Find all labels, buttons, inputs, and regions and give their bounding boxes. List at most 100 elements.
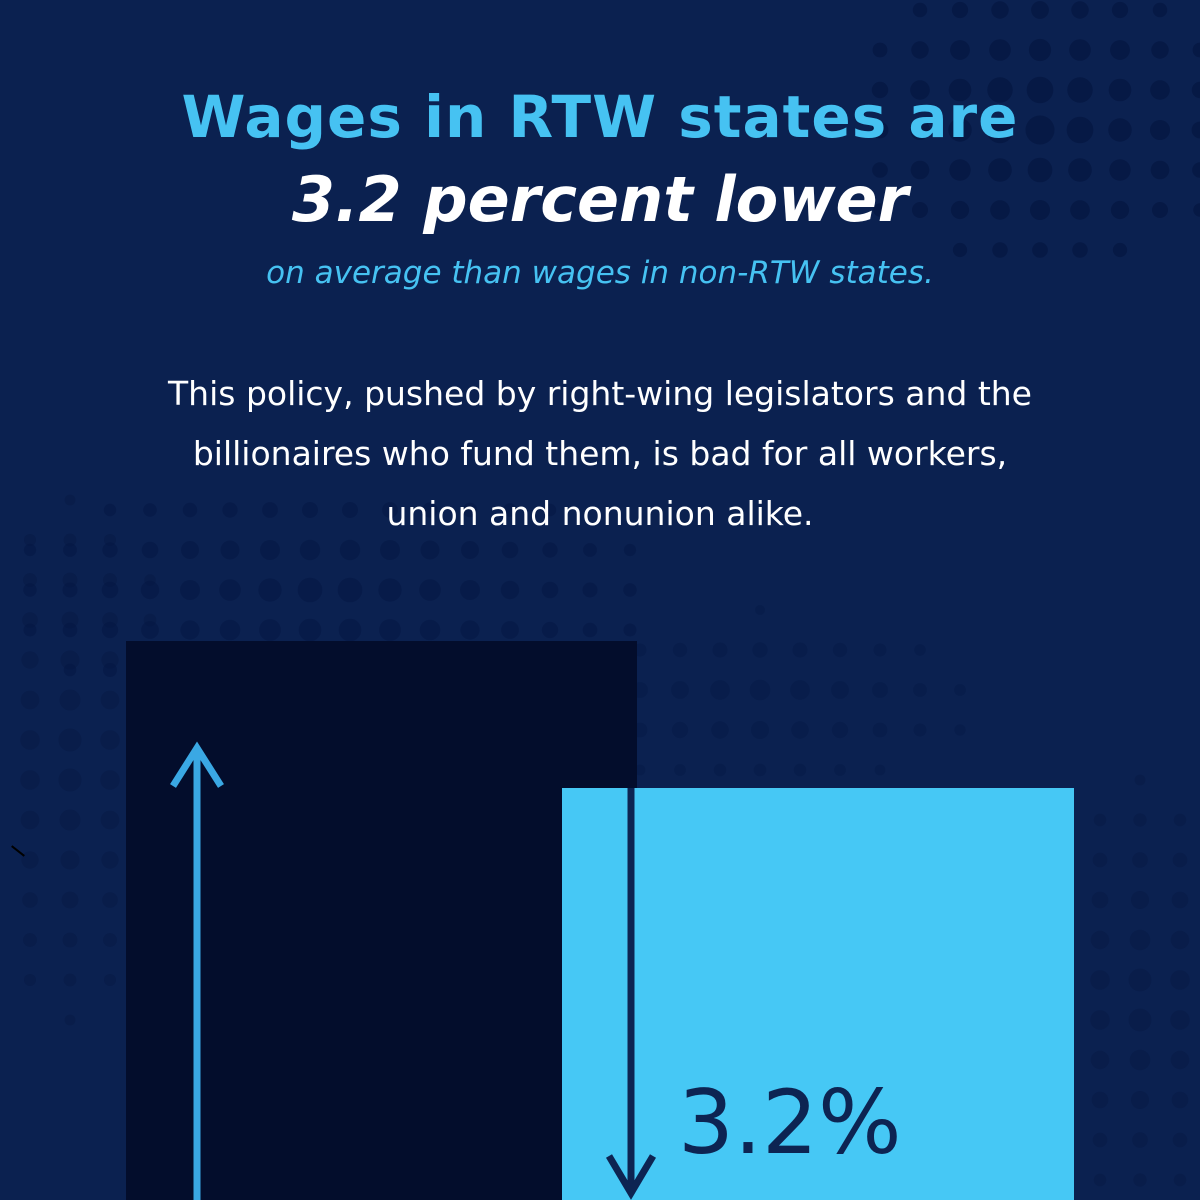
background-dot [103,573,117,587]
background-dot [954,724,966,736]
background-dot [1150,160,1170,180]
background-dot [21,851,39,869]
background-dot [20,770,40,790]
background-dot [104,974,116,986]
background-dot [874,764,886,776]
background-dot [1172,852,1188,868]
background-dot [63,533,77,547]
background-dot [220,540,240,560]
background-dot [1110,40,1130,60]
background-dot [914,644,926,656]
background-dot [103,663,117,677]
background-dot [299,539,321,561]
background-dot [954,684,966,696]
background-dot [948,78,972,102]
background-dot [258,578,282,602]
background-dot [58,768,82,792]
background-dot [1134,774,1146,786]
background-dot [911,41,929,59]
background-dot [1071,1,1089,19]
background-dot [419,579,441,601]
background-dot [910,80,930,100]
background-dot [144,574,156,586]
background-dot [1028,38,1052,62]
background-dot [1150,120,1170,140]
background-dot [501,541,519,559]
background-dot [259,619,281,641]
background-dot [1152,2,1168,18]
background-dot [1112,242,1128,258]
background-dot [101,621,119,639]
background-dot [501,621,519,639]
background-dot [24,974,36,986]
background-dot [832,642,848,658]
background-dot [873,203,887,217]
background-dot [460,620,480,640]
background-dot [1171,1091,1189,1109]
background-dot [61,611,79,629]
subheadline: on average than wages in non-RTW states. [266,255,934,291]
background-dot [583,543,597,557]
background-dot [753,763,767,777]
background-dot [460,580,480,600]
background-dot [1108,78,1132,102]
background-dot [101,851,119,869]
arrow-down-icon [605,788,657,1200]
background-dot [990,200,1010,220]
arrow-up-icon [170,741,224,1200]
background-dot [503,503,517,517]
background-dot [62,932,78,948]
background-dot [1170,1010,1190,1030]
background-dot [1152,202,1168,218]
background-dot [1128,1008,1152,1032]
background-dot [912,2,928,18]
background-dot [1170,970,1190,990]
background-dot [1131,891,1149,909]
background-dot [20,730,40,750]
background-dot [872,162,888,178]
background-dot [987,77,1013,103]
background-dot [1093,813,1107,827]
background-dot [1030,200,1050,220]
background-dot [500,580,520,600]
background-dot [1192,162,1200,178]
body-line-2: billionaires who fund them, is bad for a… [192,434,1008,473]
background-dot [63,543,77,557]
background-dot [260,540,280,560]
background-dot [141,541,159,559]
background-dot [297,577,323,603]
body-line-3: union and nonunion alike. [386,494,814,533]
background-dot [541,621,559,639]
background-dot [1091,891,1109,909]
background-dot [100,810,120,830]
background-dot [1093,1173,1107,1187]
background-dot [542,542,558,558]
background-dot [988,158,1012,182]
non-rtw-wage-bar [126,641,637,1200]
background-dot [790,680,810,700]
background-dot [141,621,159,639]
background-dot [1090,930,1110,950]
background-dot [834,764,846,776]
background-dot [101,581,119,599]
background-dot [104,534,116,546]
background-dot [1151,41,1169,59]
background-dot [793,763,807,777]
background-dot [1090,970,1110,990]
background-dot [755,605,765,615]
body-line-1: This policy, pushed by right-wing legisl… [168,374,1032,413]
background-dot [623,543,637,557]
background-dot [1191,121,1200,139]
background-dot [103,933,117,947]
background-dot [302,502,318,518]
background-dot [21,651,39,669]
background-dot [58,728,82,752]
background-dot [949,159,971,181]
background-dot [102,542,118,558]
background-dot [338,618,362,642]
background-dot [61,891,79,909]
background-dot [1191,81,1200,99]
background-dot [712,642,728,658]
background-dot [792,642,808,658]
